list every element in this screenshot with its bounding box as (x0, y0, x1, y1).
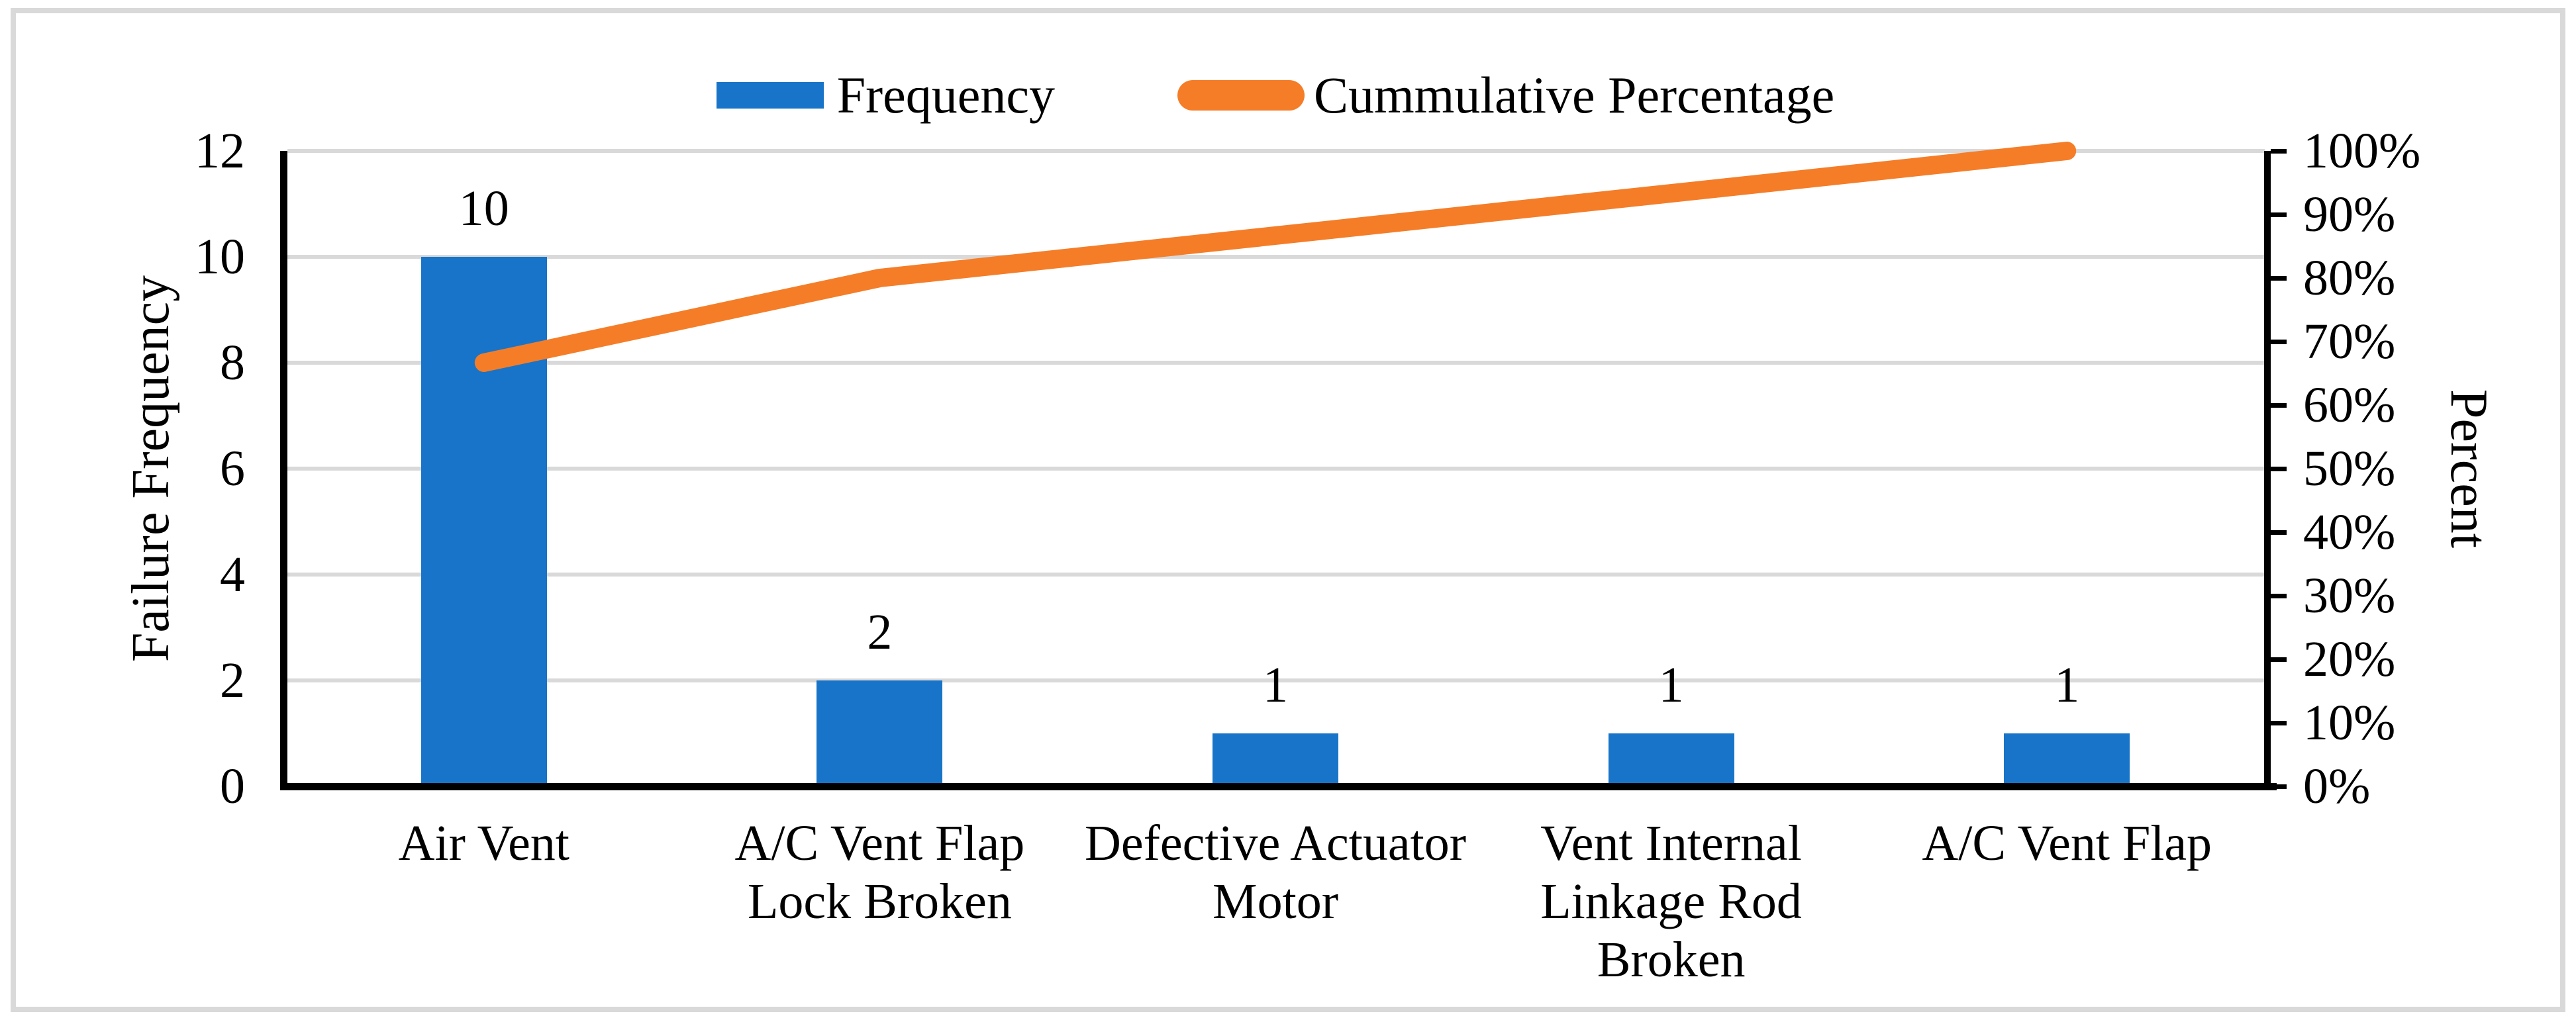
bar (1608, 733, 1734, 786)
right-axis-tick-label: 10% (2303, 695, 2396, 751)
gridline (287, 467, 2265, 471)
cumulative-percentage-line (474, 142, 2077, 372)
bar (817, 680, 943, 786)
right-axis-tick-mark (2271, 148, 2287, 154)
left-axis-tick-label: 0 (220, 759, 245, 814)
right-axis-tick-label: 80% (2303, 250, 2396, 306)
x-axis-line (280, 783, 2277, 790)
gridline (287, 255, 2265, 259)
category-label: A/C Vent Flap (1855, 814, 2279, 872)
category-label-line: Air Vent (398, 815, 570, 871)
left-axis-tick-label: 4 (220, 547, 245, 602)
right-axis-tick-mark (2271, 784, 2287, 789)
left-axis-tick-label: 12 (195, 123, 245, 179)
legend-bar-swatch-icon (716, 82, 824, 109)
right-axis-tick-mark (2271, 402, 2287, 408)
legend-line-swatch-icon (1177, 80, 1305, 111)
bar-value-label: 10 (458, 181, 509, 236)
left-axis-tick-label: 6 (220, 441, 245, 496)
category-label: A/C Vent Flap Lock Broken (668, 814, 1091, 931)
category-label-line: Broken (1597, 932, 1746, 988)
y-axis-line-right (2264, 151, 2271, 786)
right-axis-tick-label: 20% (2303, 631, 2396, 687)
bar-value-label: 1 (1263, 657, 1288, 713)
bar-value-label: 2 (867, 604, 893, 660)
category-label-line: Linkage Rod (1540, 874, 1802, 929)
gridline (287, 678, 2265, 682)
category-label-line: Lock Broken (747, 874, 1012, 929)
right-axis-tick-mark (2271, 720, 2287, 725)
legend-label-frequency: Frequency (836, 66, 1055, 124)
gridline (287, 149, 2265, 153)
category-label-line: A/C Vent Flap (1922, 815, 2212, 871)
category-label-line: Motor (1213, 874, 1338, 929)
right-axis-tick-mark (2271, 466, 2287, 471)
bar (1213, 733, 1338, 786)
legend: Frequency Cummulative Percentage (286, 56, 2265, 135)
bar-value-label: 1 (1658, 657, 1684, 713)
y-axis-line-left (280, 151, 287, 786)
legend-label-cumulative-percentage: Cummulative Percentage (1313, 66, 1835, 124)
right-axis-tick-label: 90% (2303, 187, 2396, 242)
right-axis-tick-mark (2271, 657, 2287, 662)
category-label-line: A/C Vent Flap (734, 815, 1025, 871)
right-axis-tick-label: 40% (2303, 504, 2396, 560)
bar-value-label: 1 (2054, 657, 2080, 713)
right-axis-tick-label: 60% (2303, 377, 2396, 433)
right-axis-tick-label: 0% (2303, 759, 2371, 814)
category-label-line: Vent Internal (1540, 815, 1802, 871)
legend-item-cumulative-percentage: Cummulative Percentage (1177, 62, 1834, 128)
category-label-line: Defective Actuator (1084, 815, 1467, 871)
right-axis-tick-label: 100% (2303, 123, 2421, 179)
left-axis-tick-label: 2 (220, 653, 245, 708)
left-axis-tick-label: 10 (195, 229, 245, 285)
right-axis-tick-mark (2271, 530, 2287, 535)
right-axis-tick-label: 70% (2303, 314, 2396, 369)
category-label: Vent Internal Linkage Rod Broken (1460, 814, 1883, 989)
category-label: Defective Actuator Motor (1064, 814, 1487, 931)
bar (2004, 733, 2130, 786)
right-axis-tick-mark (2271, 593, 2287, 598)
legend-item-frequency: Frequency (716, 62, 1055, 128)
right-axis-tick-mark (2271, 212, 2287, 217)
gridline (287, 361, 2265, 365)
right-axis-tick-mark (2271, 275, 2287, 281)
category-label: Air Vent (272, 814, 696, 872)
left-axis-tick-label: 8 (220, 335, 245, 391)
right-axis-tick-mark (2271, 339, 2287, 344)
right-axis-tick-label: 30% (2303, 568, 2396, 624)
gridline (287, 573, 2265, 577)
right-axis-tick-label: 50% (2303, 441, 2396, 496)
